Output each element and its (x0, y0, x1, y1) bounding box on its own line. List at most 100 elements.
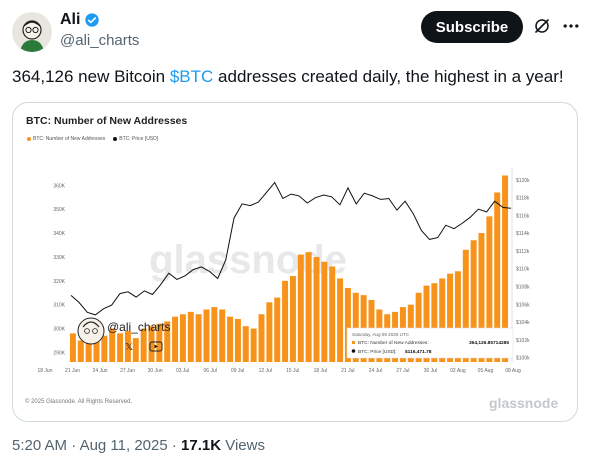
bar (470, 240, 477, 362)
author-name-row[interactable]: Ali (60, 11, 100, 29)
bar (266, 302, 273, 362)
verified-badge-icon (85, 13, 100, 27)
more-options-icon[interactable] (560, 16, 582, 36)
y-right-tick-label: $110k (516, 267, 530, 273)
bar (494, 192, 501, 362)
youtube-icon (149, 341, 163, 352)
tweet-date[interactable]: Aug 11, 2025 (79, 437, 168, 454)
legend-item-price: BTC: Price [USD] (113, 136, 158, 142)
bar (69, 333, 76, 362)
bar (462, 249, 469, 362)
y-left-tick-label: 310K (53, 303, 65, 309)
view-count: 17.1K (181, 437, 222, 454)
meta-separator: · (67, 437, 80, 454)
bar (329, 266, 336, 362)
x-logo-icon: 𝕏 (125, 342, 133, 353)
x-tick-label: 27 Jun (120, 368, 135, 374)
legend-label-price: BTC: Price [USD] (119, 136, 159, 142)
bar (454, 271, 461, 362)
bar (156, 323, 163, 362)
y-right-tick-label: $106k (516, 302, 530, 308)
chart-footer: © 2025 Glassnode. All Rights Reserved. (25, 399, 133, 405)
bar (124, 330, 131, 362)
bar (282, 280, 289, 362)
bar (274, 297, 281, 362)
y-left-tick-label: 300K (53, 327, 65, 333)
bar (289, 276, 296, 362)
x-tick-label: 21 Jun (65, 368, 80, 374)
x-tick-label: 15 Jul (286, 368, 299, 374)
x-tick-label: 18 Jul (314, 368, 327, 374)
tweet-meta: 5:20 AM · Aug 11, 2025 · 17.1K Views (12, 437, 265, 454)
y-right-tick-label: $114k (516, 231, 530, 237)
tooltip-price-value: $116,471.78 (405, 349, 432, 355)
bar (85, 342, 92, 362)
tooltip-bars-label: BTC: Number of New Addresses: (358, 340, 429, 346)
bar (211, 307, 218, 362)
chart-title: BTC: Number of New Addresses (26, 115, 188, 127)
x-tick-label: 21 Jul (341, 368, 354, 374)
brand-wordmark: glassnode (489, 395, 559, 411)
chart-plot: glassnode290K300K310K320K330K340K350K360… (37, 167, 530, 374)
tooltip-bar-marker (352, 341, 355, 344)
y-right-tick-label: $108k (516, 284, 530, 290)
y-right-tick-label: $118k (516, 196, 530, 202)
bar (219, 309, 226, 362)
bar (148, 326, 155, 362)
y-right-tick-label: $100k (516, 356, 530, 362)
tooltip-price-label: BTC: Price [USD]: (358, 349, 397, 355)
overlay-handle: @ali_charts (107, 320, 171, 334)
x-tick-label: 06 Jul (204, 368, 217, 374)
author-name[interactable]: Ali (60, 11, 81, 28)
bar (478, 233, 485, 362)
bar (297, 254, 304, 362)
bar (195, 314, 202, 362)
x-tick-label: 30 Jul (424, 368, 437, 374)
bar (313, 256, 320, 362)
cashtag-link[interactable]: $BTC (169, 67, 214, 86)
bar (242, 326, 249, 362)
overlay-avatar-hair (82, 321, 100, 328)
x-tick-label: 08 Aug (505, 368, 521, 374)
bar (203, 309, 210, 362)
tweet-text: 364,126 new Bitcoin $BTC addresses creat… (12, 66, 564, 88)
y-left-tick-label: 340K (53, 231, 65, 237)
overlay-avatar-glass-left (84, 328, 90, 334)
bar (486, 216, 493, 362)
bar (352, 292, 359, 362)
author-handle[interactable]: @ali_charts (60, 32, 140, 49)
bar (227, 316, 234, 362)
y-left-tick-label: 320K (53, 279, 65, 285)
x-tick-label: 09 Jul (231, 368, 244, 374)
chart-image-card[interactable]: BTC: Number of New Addresses BTC: Number… (12, 102, 578, 422)
bar (117, 333, 124, 362)
y-right-tick-label: $112k (516, 249, 530, 255)
x-tick-label: 30 Jun (148, 368, 163, 374)
bar (258, 314, 265, 362)
bar (179, 314, 186, 362)
bar (93, 338, 100, 362)
bar (344, 287, 351, 362)
bar (187, 311, 194, 362)
x-tick-label: 27 Jul (396, 368, 409, 374)
bar (321, 261, 328, 362)
grok-icon[interactable] (533, 17, 551, 35)
y-left-tick-label: 350K (53, 207, 65, 213)
tooltip-bars-value: 364,126.85714286 (469, 340, 509, 346)
x-tick-label: 05 Aug (478, 368, 494, 374)
x-tick-label: 24 Jul (369, 368, 382, 374)
bar (305, 252, 312, 362)
youtube-play-icon (154, 344, 158, 349)
subscribe-button[interactable]: Subscribe (421, 11, 523, 43)
y-right-tick-label: $120k (516, 178, 530, 184)
views-label: Views (221, 437, 265, 454)
y-left-tick-label: 290K (53, 350, 65, 356)
bar (431, 283, 438, 362)
tweet-time[interactable]: 5:20 AM (12, 437, 68, 454)
author-avatar[interactable] (12, 12, 52, 52)
y-right-tick-label: $104k (516, 320, 530, 326)
bar (164, 321, 171, 362)
x-tick-label: 18 Jun (37, 368, 52, 374)
tweet-text-end: addresses created daily, the highest in … (213, 67, 564, 86)
legend-item-addresses: BTC: Number of New Addresses (27, 136, 105, 142)
